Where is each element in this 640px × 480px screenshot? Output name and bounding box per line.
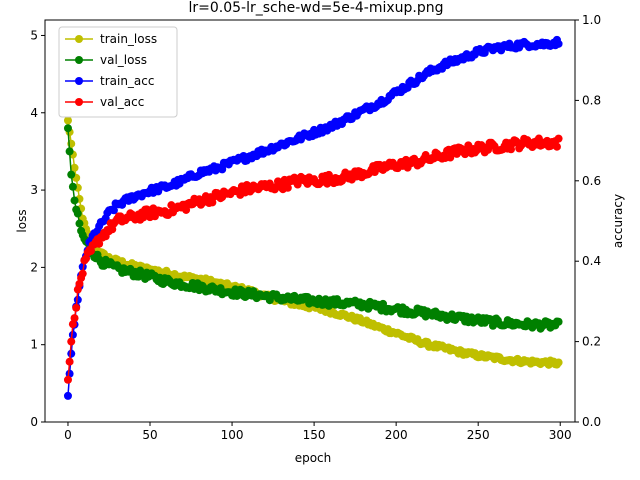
- point-val_acc: [67, 337, 76, 346]
- point-val_acc: [452, 149, 461, 158]
- point-val_acc: [182, 205, 191, 214]
- point-train_loss: [63, 116, 72, 125]
- plot-frame: [44, 19, 576, 423]
- right-y-tick-label-3: 0.6: [582, 174, 601, 188]
- point-val_loss: [554, 317, 563, 326]
- left-y-axis-ticks: 0 1 2 3 4 5: [30, 28, 45, 429]
- point-train_acc: [109, 206, 118, 215]
- legend-box: [58, 26, 178, 118]
- plot-area: [63, 35, 563, 400]
- point-val_loss: [63, 124, 72, 133]
- point-train_acc: [63, 391, 72, 400]
- point-val_acc: [65, 357, 74, 366]
- legend-label-val_acc: val_acc: [100, 95, 144, 109]
- point-train_acc: [78, 262, 87, 271]
- point-val_acc: [552, 142, 561, 151]
- x-tick-label-4: 200: [385, 428, 408, 442]
- point-val_acc: [68, 320, 77, 329]
- line-train_loss: [67, 120, 560, 367]
- point-val_acc: [70, 314, 79, 323]
- x-tick-label-1: 50: [142, 428, 157, 442]
- left-y-tick-label-0: 0: [30, 415, 38, 429]
- left-y-tick-label-1: 1: [30, 338, 38, 352]
- legend-label-val_loss: val_loss: [100, 53, 147, 67]
- x-axis-label: epoch: [295, 451, 332, 465]
- legend-marker-train_loss: [75, 35, 83, 43]
- legend-label-train_acc: train_acc: [100, 74, 154, 88]
- series-val_acc: [63, 134, 563, 384]
- point-val_loss: [65, 147, 74, 156]
- right-y-axis-ticks: 0.0 0.2 0.4 0.6 0.8 1.0: [575, 13, 601, 429]
- legend-entry-train_loss: train_loss: [65, 32, 157, 46]
- point-val_loss: [68, 182, 77, 191]
- point-val_loss: [488, 321, 497, 330]
- legend-marker-train_acc: [75, 77, 83, 85]
- x-tick-label-2: 100: [221, 428, 244, 442]
- right-y-tick-label-4: 0.8: [582, 93, 601, 107]
- x-tick-label-3: 150: [303, 428, 326, 442]
- point-train_acc: [554, 39, 563, 48]
- point-val_acc: [554, 134, 563, 143]
- point-val_loss: [75, 219, 84, 228]
- point-val_loss: [67, 170, 76, 179]
- left-y-tick-label-3: 3: [30, 183, 38, 197]
- legend-entry-val_loss: val_loss: [65, 53, 147, 67]
- left-y-axis-label: loss: [15, 209, 29, 232]
- point-train_loss: [554, 358, 563, 367]
- line-val_acc: [67, 137, 560, 380]
- point-val_acc: [283, 183, 292, 192]
- point-val_acc: [78, 269, 87, 278]
- point-val_acc: [63, 375, 72, 384]
- series-val_loss: [63, 124, 563, 333]
- point-val_loss: [70, 196, 79, 205]
- point-train_loss: [70, 163, 79, 172]
- legend-marker-val_acc: [75, 98, 83, 106]
- point-val_acc: [370, 168, 379, 176]
- point-train_acc: [67, 349, 76, 358]
- legend-entry-train_acc: train_acc: [65, 74, 154, 88]
- legend-label-train_loss: train_loss: [100, 32, 157, 46]
- x-tick-label-6: 300: [549, 428, 572, 442]
- right-y-axis-label: accuracy: [611, 194, 625, 248]
- chart-title: lr=0.05-lr_sche-wd=5e-4-mixup.png: [188, 0, 443, 16]
- x-tick-label-5: 250: [467, 428, 490, 442]
- point-val_acc: [484, 145, 493, 154]
- left-y-tick-label-2: 2: [30, 260, 38, 274]
- point-val_acc: [95, 239, 104, 248]
- left-y-tick-label-5: 5: [30, 28, 38, 42]
- point-val_loss: [73, 209, 82, 218]
- legend: train_loss val_loss train_acc val_acc: [58, 26, 178, 118]
- point-val_acc: [139, 213, 148, 222]
- point-train_acc: [68, 330, 77, 339]
- right-y-tick-label-5: 1.0: [582, 13, 601, 27]
- legend-marker-val_loss: [75, 56, 83, 64]
- point-val_loss: [379, 299, 388, 308]
- point-train_acc: [73, 295, 82, 304]
- left-y-tick-label-4: 4: [30, 106, 38, 120]
- x-axis-ticks: 0 50 100 150 200 250 300: [64, 422, 572, 442]
- series-train_acc: [63, 35, 563, 400]
- right-y-tick-label-0: 0.0: [582, 415, 601, 429]
- point-val_acc: [72, 303, 81, 312]
- x-tick-label-0: 0: [64, 428, 72, 442]
- right-y-tick-label-1: 0.2: [582, 335, 601, 349]
- legend-entry-val_acc: val_acc: [65, 95, 144, 109]
- right-y-tick-label-2: 0.4: [582, 254, 601, 268]
